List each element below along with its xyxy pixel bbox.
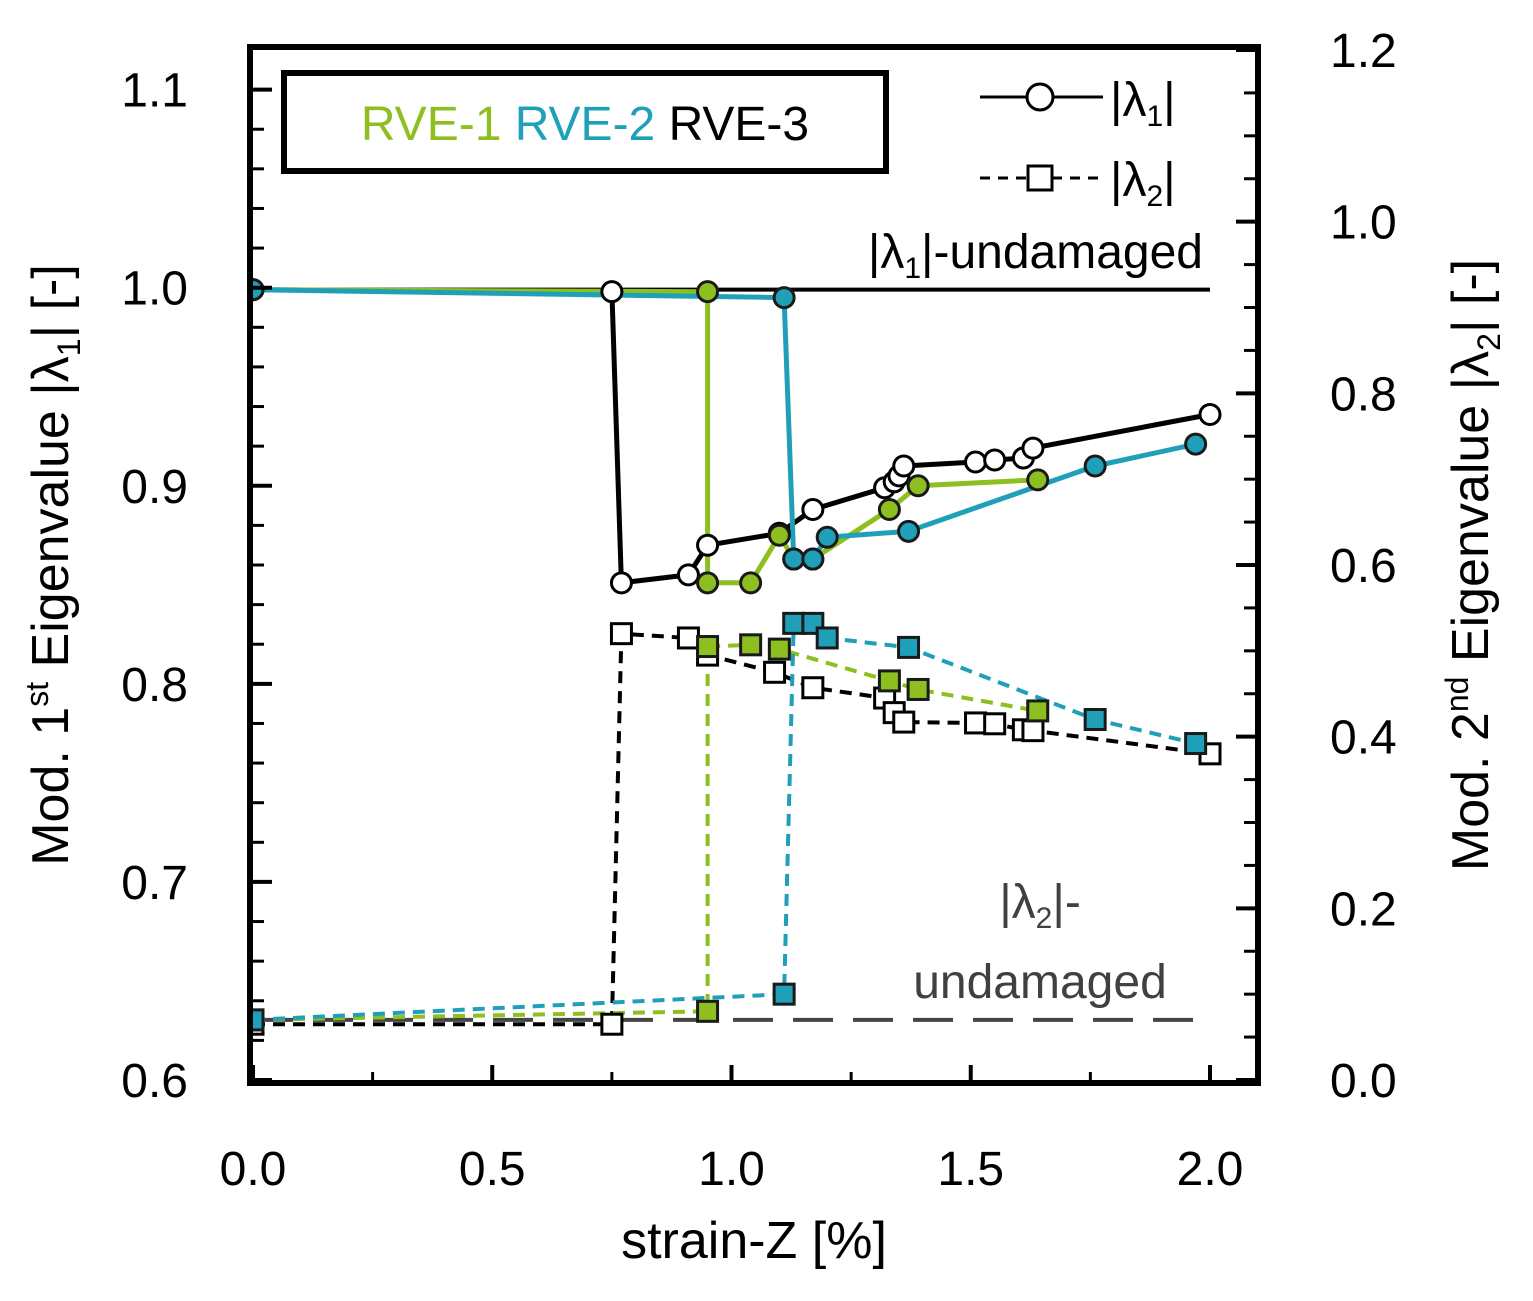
rve-2-lambda1-line	[252, 287, 1197, 562]
legend-rve-2: RVE-2	[515, 98, 656, 151]
rve-3-lambda2-point	[964, 711, 988, 735]
rve-2-lambda2-point	[897, 635, 921, 659]
rve-1-lambda1-point	[906, 474, 930, 498]
rve-1-lambda2-point	[696, 999, 720, 1023]
rve-1-lambda2-point	[877, 669, 901, 693]
rve-2-lambda1-point	[1083, 454, 1107, 478]
rve-2-lambda1-markers	[248, 278, 1208, 571]
rve-2-lambda1-point	[1184, 432, 1208, 456]
x-tick-label: 2.0	[1177, 1143, 1244, 1196]
rve-3-lambda1-point	[983, 448, 1007, 472]
rve-3-lambda1-point	[696, 533, 720, 557]
y-right-tick-label: 0.4	[1330, 712, 1397, 765]
rve-3-lambda2-point	[892, 710, 916, 734]
rve-2-lambda2-point	[1083, 708, 1107, 731]
y-left-tick-label: 0.7	[121, 857, 188, 910]
rve-1-lambda2-point	[696, 635, 720, 659]
lambda1-undamaged-label: |λ1|-undamaged	[868, 226, 1203, 285]
y-axis-right: 0.0 0.2 0.4 0.6 0.8 1.0 1.2	[1236, 25, 1397, 1108]
rve-3-lambda2-point	[1021, 719, 1045, 743]
rve-3-lambda2-point	[763, 660, 787, 684]
rve-2-lambda1-point	[897, 519, 921, 543]
x-axis-title: strain-Z [%]	[621, 1212, 887, 1270]
legend-rve-1: RVE-1	[361, 98, 502, 151]
rve-2-lambda1-point	[801, 547, 825, 571]
rve-1-lambda1-point	[739, 571, 763, 595]
rve-3-lambda1-point	[676, 563, 700, 587]
legend-lambda2-label: |λ2|	[1110, 154, 1176, 213]
rve-1-lambda1-line	[252, 287, 1038, 586]
y-left-tick-label: 1.0	[121, 263, 188, 316]
rve-legend: RVE-1 RVE-2 RVE-3	[281, 70, 889, 174]
plot-frame	[247, 44, 1261, 1086]
legend-rve-3: RVE-3	[669, 98, 810, 151]
rve-3-lambda1-point	[1198, 402, 1222, 426]
rve-1-lambda2-point	[767, 637, 791, 661]
y-right-tick-label: 0.2	[1330, 883, 1397, 936]
y-right-tick-label: 1.0	[1330, 197, 1397, 250]
rve-1-lambda1-markers	[248, 278, 1050, 595]
y-left-tick-label: 0.6	[121, 1055, 188, 1108]
x-tick-label: 0.5	[459, 1143, 526, 1196]
rve-3-lambda1-point	[1021, 436, 1045, 460]
rve-3-lambda1-point	[801, 498, 825, 522]
rve-2-lambda1-point	[815, 525, 839, 549]
legend-lambda2-marker	[1026, 164, 1054, 192]
y-right-tick-label: 0.0	[1330, 1055, 1397, 1108]
y-right-tick-label: 0.6	[1330, 540, 1397, 593]
x-axis: 0.0 0.5 1.0 1.5 2.0	[220, 1065, 1244, 1196]
y-right-tick-label: 1.2	[1330, 25, 1397, 78]
rve-2-lambda1-point	[782, 547, 806, 571]
y-right-axis-title: Mod. 2nd Eigenvalue |λ2| [-]	[1439, 259, 1507, 871]
rve-3-lambda1-point	[892, 454, 916, 478]
rve-2-lambda1-point	[772, 286, 796, 310]
lambda2-undamaged-label-line2: undamaged	[913, 956, 1167, 1009]
rve-1-lambda1-point	[696, 571, 720, 595]
rve-2-lambda2-point	[772, 982, 796, 1006]
rve-1-lambda2-point	[739, 633, 763, 657]
x-tick-label: 0.0	[220, 1143, 287, 1196]
series-markers	[248, 278, 1222, 1036]
rve-3-lambda1-point	[964, 450, 988, 474]
rve-3-lambda2-point	[609, 622, 633, 646]
y-right-tick-label: 0.8	[1330, 368, 1397, 421]
x-tick-label: 1.0	[698, 1143, 765, 1196]
rve-3-lambda1-markers	[248, 278, 1222, 595]
rve-3-lambda2-point	[600, 1012, 624, 1036]
rve-2-lambda2-point	[1184, 732, 1208, 756]
rve-3-lambda1-line	[252, 287, 1211, 586]
rve-2-lambda2-point	[782, 611, 806, 635]
legend-lambda1-marker	[1025, 82, 1055, 112]
rve-1-lambda2-point	[906, 677, 930, 701]
y-left-tick-label: 0.9	[121, 461, 188, 514]
series-layer	[248, 278, 1222, 1036]
rve-3-lambda2-point	[676, 626, 700, 650]
rve-legend-box	[281, 70, 889, 174]
rve-2-lambda2-markers	[248, 611, 1208, 1032]
rve-legend-text: RVE-1 RVE-2 RVE-3	[361, 98, 809, 151]
marker-legend: |λ1| |λ2|	[980, 74, 1176, 213]
rve-3-lambda1-point	[609, 571, 633, 595]
rve-2-lambda2-point	[815, 626, 839, 650]
rve-1-lambda1-point	[877, 498, 901, 522]
legend-lambda1-label: |λ1|	[1110, 74, 1176, 133]
x-tick-label: 1.5	[937, 1143, 1004, 1196]
rve-1-lambda1-point	[696, 280, 720, 304]
y-left-axis-title: Mod. 1st Eigenvalue |λ1| [-]	[19, 264, 87, 866]
rve-3-lambda2-point	[801, 676, 825, 700]
rve-1-lambda1-point	[1026, 468, 1050, 492]
rve-1-lambda1-point	[767, 523, 791, 547]
lambda2-undamaged-label-line1: |λ2|-	[999, 876, 1081, 935]
y-axis-left: 0.6 0.7 0.8 0.9 1.0 1.1	[121, 65, 272, 1108]
plot-area	[248, 278, 1222, 1036]
y-left-tick-label: 1.1	[121, 65, 188, 118]
y-left-tick-label: 0.8	[121, 659, 188, 712]
rve-1-lambda2-point	[1026, 699, 1050, 723]
rve-3-lambda1-point	[600, 280, 624, 304]
rve-3-lambda2-point	[983, 712, 1007, 736]
